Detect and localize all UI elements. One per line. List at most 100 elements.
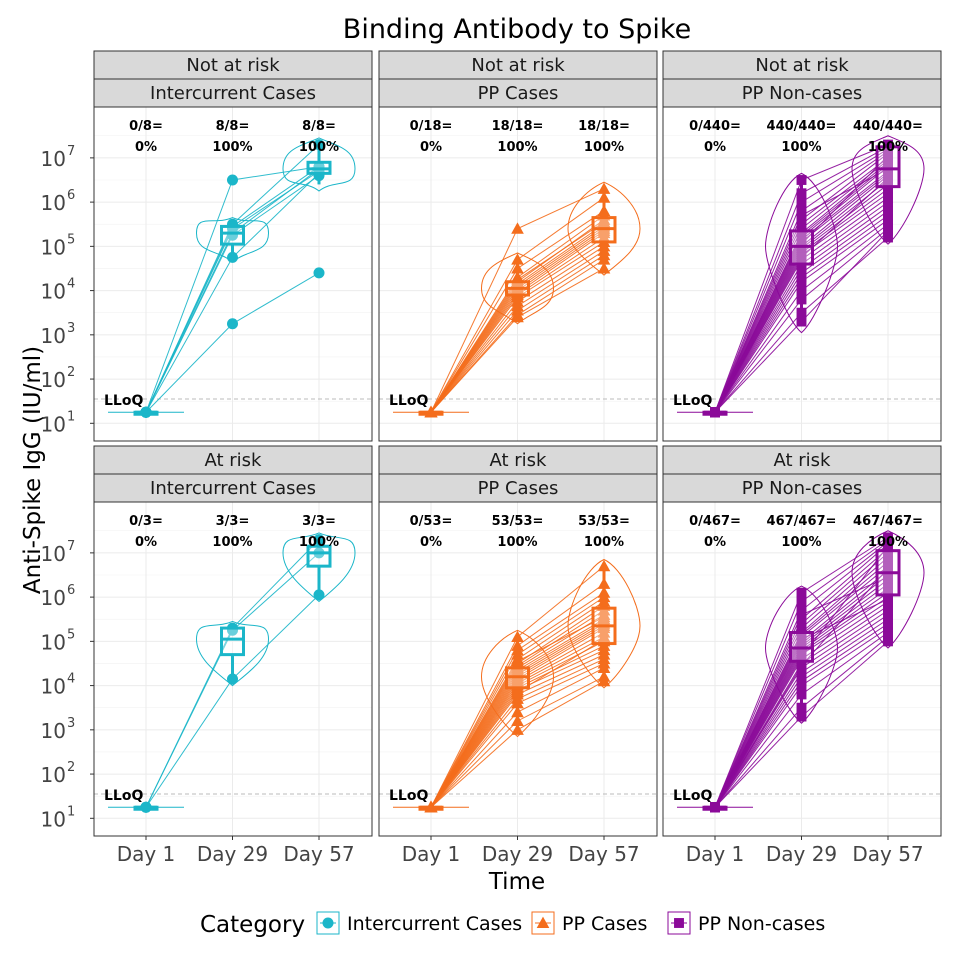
- lloq-label: LLoQ: [389, 788, 428, 804]
- legend-title: Category: [200, 912, 305, 938]
- legend-label: PP Non-cases: [698, 913, 825, 935]
- data-point: [796, 651, 807, 662]
- legend: Category Intercurrent Cases PP Cases PP Non…: [200, 911, 825, 938]
- panel-border: [378, 106, 658, 442]
- chart-title: Binding Antibody to Spike: [343, 14, 691, 45]
- y-tick-exponent: 1: [67, 804, 75, 819]
- y-tick-label: 10: [41, 630, 66, 654]
- response-percent: 100%: [868, 140, 908, 155]
- violin-outline: [480, 629, 555, 738]
- strip-row-label: Not at risk: [755, 55, 849, 76]
- response-count: 53/53=: [492, 514, 544, 529]
- strip-row-label: At risk: [205, 450, 263, 471]
- response-percent: 0%: [704, 140, 726, 155]
- response-count: 8/8=: [302, 119, 336, 134]
- y-tick-label: 10: [41, 807, 66, 831]
- data-point: [883, 150, 893, 161]
- data-point: [796, 239, 807, 250]
- y-tick-exponent: 4: [67, 672, 75, 687]
- y-tick-label: 10: [41, 147, 66, 171]
- violin-outline: [567, 181, 641, 276]
- response-count: 18/18=: [492, 119, 544, 134]
- lloq-label: LLoQ: [389, 393, 428, 409]
- response-count: 8/8=: [216, 119, 250, 134]
- response-percent: 100%: [781, 535, 821, 550]
- data-point: [313, 267, 325, 279]
- data-point: [883, 572, 893, 583]
- y-tick-exponent: 5: [67, 627, 75, 642]
- y-tick-exponent: 3: [67, 716, 75, 731]
- response-count: 3/3=: [216, 514, 250, 529]
- response-percent: 100%: [584, 535, 624, 550]
- data-point: [883, 563, 893, 574]
- facet-panel-2: Not at risk PP Non-cases LLoQ 0/440= 0% 440/4…: [662, 50, 942, 442]
- legend-label: PP Cases: [562, 913, 647, 935]
- box-iqr: [306, 544, 332, 568]
- x-tick-label: Day 57: [283, 842, 354, 866]
- x-axis-title: Time: [488, 869, 545, 895]
- y-tick-label: 10: [41, 763, 66, 787]
- strip-row-label: Not at risk: [186, 55, 280, 76]
- facet-panel-5: At risk PP Non-cases LLoQ 0/467= 0% 467/467= 1…: [662, 445, 942, 866]
- legend-key-marker: [536, 916, 550, 929]
- response-count: 3/3=: [302, 514, 336, 529]
- data-point: [227, 174, 238, 186]
- strip-row: [93, 445, 373, 475]
- data-point: [227, 318, 238, 330]
- y-tick-label: 10: [41, 324, 66, 348]
- response-count: 0/440=: [689, 119, 741, 134]
- data-point: [597, 610, 611, 623]
- y-axis-title: Anti-Spike IgG (IU/ml): [20, 346, 46, 594]
- response-count: 440/440=: [853, 119, 923, 134]
- response-percent: 100%: [497, 535, 537, 550]
- y-tick-exponent: 5: [67, 232, 75, 247]
- response-percent: 100%: [584, 140, 624, 155]
- strip-col: [662, 473, 942, 503]
- box-iqr: [220, 626, 245, 657]
- response-count: 467/467=: [853, 514, 923, 529]
- y-tick-label: 10: [41, 191, 66, 215]
- violin-outline: [282, 532, 356, 603]
- response-percent: 0%: [135, 140, 157, 155]
- strip-row: [378, 445, 658, 475]
- facet-panel-3: At risk Intercurrent Cases LLoQ 0/3= 0% 3/3= 1…: [41, 445, 373, 866]
- y-tick-exponent: 1: [67, 409, 75, 424]
- facet-panel-4: At risk PP Cases LLoQ 0/53= 0% 53/53= 100% 53/5…: [378, 445, 658, 866]
- lloq-label: LLoQ: [673, 393, 712, 409]
- violin-outline: [851, 530, 925, 649]
- x-tick-label: Day 57: [852, 842, 923, 866]
- x-tick-label: Day 57: [568, 842, 639, 866]
- strip-row: [662, 50, 942, 80]
- response-percent: 100%: [212, 535, 252, 550]
- response-percent: 100%: [868, 535, 908, 550]
- response-count: 0/8=: [129, 119, 163, 134]
- strip-col-label: PP Cases: [478, 478, 559, 499]
- strip-col: [378, 78, 658, 108]
- y-tick-label: 10: [41, 235, 66, 259]
- y-tick-label: 10: [41, 675, 66, 699]
- response-count: 0/18=: [410, 119, 453, 134]
- strip-col-label: Intercurrent Cases: [150, 478, 316, 499]
- strip-col: [93, 473, 373, 503]
- x-tick-label: Day 1: [686, 842, 745, 866]
- x-tick-label: Day 29: [482, 842, 553, 866]
- box-iqr: [875, 145, 901, 189]
- response-count: 0/53=: [410, 514, 453, 529]
- strip-row-label: At risk: [490, 450, 548, 471]
- legend-item: Intercurrent Cases: [316, 911, 522, 935]
- y-tick-exponent: 2: [67, 760, 75, 775]
- response-percent: 100%: [781, 140, 821, 155]
- strip-col: [662, 78, 942, 108]
- strip-row: [93, 50, 373, 80]
- y-tick-label: 10: [41, 280, 66, 304]
- legend-item: PP Non-cases: [667, 911, 825, 935]
- y-tick-label: 10: [41, 586, 66, 610]
- response-count: 440/440=: [767, 119, 837, 134]
- x-tick-label: Day 1: [402, 842, 461, 866]
- x-tick-label: Day 1: [117, 842, 176, 866]
- strip-col-label: PP Non-cases: [742, 478, 863, 499]
- strip-row-label: At risk: [774, 450, 832, 471]
- x-tick-label: Day 29: [766, 842, 837, 866]
- strip-col: [93, 78, 373, 108]
- y-tick-exponent: 6: [67, 188, 75, 203]
